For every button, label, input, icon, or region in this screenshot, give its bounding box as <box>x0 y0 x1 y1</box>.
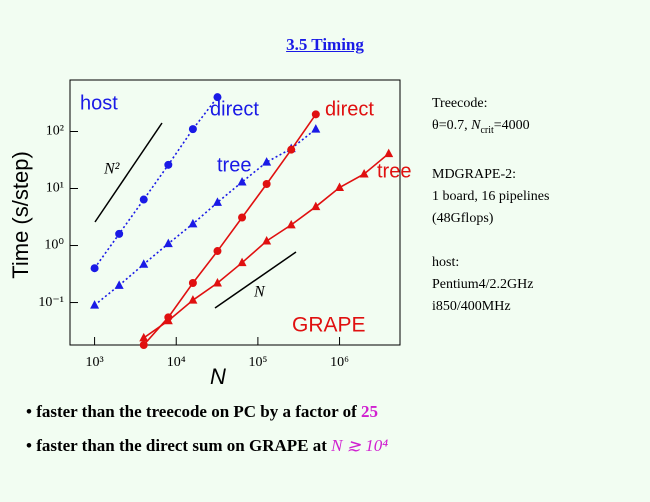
point <box>335 182 345 192</box>
bullet-text: faster than the treecode on PC by a fact… <box>36 402 362 421</box>
point <box>212 197 222 206</box>
point <box>90 264 99 273</box>
note-text: θ=0.7, <box>432 118 472 133</box>
note-label: MDGRAPE-2: <box>432 166 517 182</box>
y-axis-label: Time (s/step) <box>8 151 33 279</box>
note-line: θ=0.7, Ncrit=4000 <box>432 115 549 142</box>
point <box>311 124 321 133</box>
y-tick-label: 10² <box>46 124 64 139</box>
reference-line <box>94 122 163 223</box>
y-tick-label: 10⁰ <box>44 238 64 253</box>
point <box>139 341 148 349</box>
point <box>212 278 222 287</box>
point <box>359 168 369 178</box>
point <box>188 295 198 304</box>
y-tick-label: 10⁻¹ <box>38 295 64 310</box>
note-line: i850/400MHz <box>432 298 511 314</box>
x-axis-label: N <box>210 364 226 389</box>
note-label: Treecode: <box>432 96 488 111</box>
note-text: N <box>471 118 481 133</box>
point <box>286 219 296 229</box>
note-line: 1 board, 16 pipelines <box>432 188 550 204</box>
series-line <box>93 96 219 269</box>
note-line: (48Gflops) <box>432 210 494 226</box>
x-tick-label: 10⁴ <box>167 355 186 370</box>
point <box>163 315 173 325</box>
x-tick-label: 10⁶ <box>330 355 349 370</box>
note: Treecode: θ=0.7, Ncrit=4000 <box>432 93 549 142</box>
bullet-text: faster than the direct sum on GRAPE at <box>36 436 332 455</box>
note-label: host: <box>432 254 460 270</box>
series-label: direct <box>325 98 374 120</box>
series-line <box>94 128 317 306</box>
y-tick-label: 10¹ <box>46 181 64 196</box>
point <box>262 236 272 245</box>
point <box>188 125 197 134</box>
chart: host GRAPE N² N N Time (s/step) 10³ 10⁴ 10… <box>8 79 411 389</box>
point <box>213 247 222 256</box>
annotation: GRAPE <box>292 314 366 337</box>
point <box>188 218 198 228</box>
slide-title: 3.5 Timing <box>286 35 364 54</box>
point <box>311 201 321 211</box>
point <box>164 160 173 169</box>
point <box>188 279 197 288</box>
bullet: • faster than the direct sum on GRAPE at… <box>26 436 389 455</box>
point <box>139 259 149 268</box>
series-label: direct <box>210 98 259 120</box>
note: host: Pentium4/2.2GHz i850/400MHz <box>432 252 549 318</box>
bullet: • faster than the treecode on PC by a fa… <box>26 402 379 421</box>
series-label: tree <box>377 160 411 182</box>
point <box>114 280 124 289</box>
x-tick-label: 10⁵ <box>248 355 267 370</box>
note-text: crit <box>480 124 494 136</box>
bullet-highlight: N ≳ 10⁴ <box>331 436 389 455</box>
plot-frame <box>69 79 401 346</box>
point <box>237 257 247 267</box>
point <box>237 177 247 186</box>
point <box>262 179 271 188</box>
annotation: N² <box>103 161 121 178</box>
point <box>311 110 320 119</box>
point <box>115 229 124 238</box>
point <box>139 195 148 204</box>
x-tick-label: 10³ <box>85 355 103 370</box>
annotation: host <box>80 92 118 114</box>
point <box>139 332 149 342</box>
reference-line <box>214 251 297 309</box>
annotation: N <box>253 284 266 301</box>
notes: Treecode: θ=0.7, Ncrit=4000 MDGRAPE-2: 1… <box>432 93 549 340</box>
note-line: Pentium4/2.2GHz <box>432 276 534 292</box>
note: MDGRAPE-2: 1 board, 16 pipelines (48Gflo… <box>432 164 549 230</box>
point <box>213 93 222 102</box>
point <box>287 145 296 154</box>
point <box>384 148 394 158</box>
point <box>238 213 247 222</box>
point <box>90 300 100 309</box>
note-text: =4000 <box>493 118 530 133</box>
series-line <box>143 113 317 346</box>
series-label: tree <box>217 154 251 176</box>
point <box>163 238 173 248</box>
point <box>262 157 272 166</box>
bullet-highlight: 25 <box>361 402 379 421</box>
